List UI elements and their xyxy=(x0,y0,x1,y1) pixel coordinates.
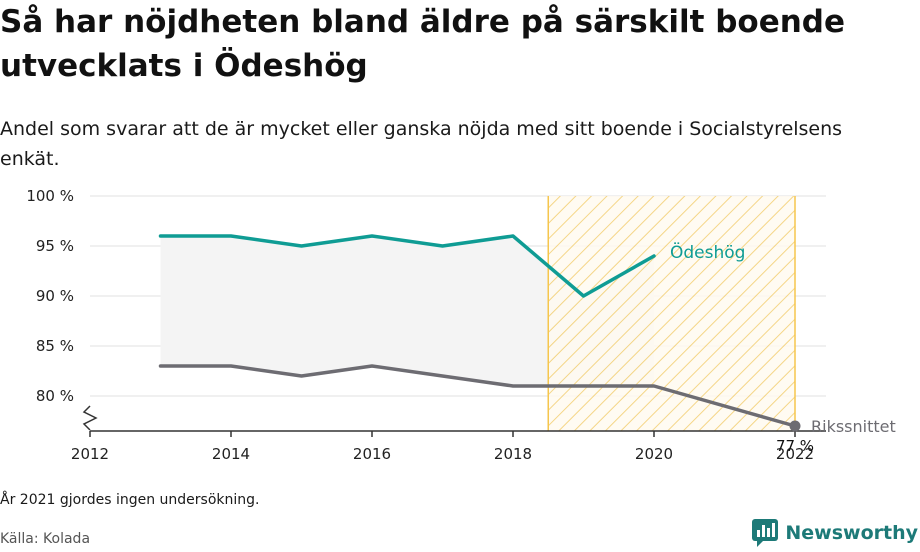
series-line-odeshog xyxy=(158,234,656,298)
line-chart: 100 % 95 % 90 % 85 % 80 % 2012 2014 2016 2018 202… xyxy=(26,187,896,463)
newsworthy-logo-icon xyxy=(752,519,779,547)
axis-break-symbol xyxy=(82,405,98,431)
y-tick-label: 85 % xyxy=(36,337,74,355)
x-tick-label: 2018 xyxy=(494,445,532,463)
series-line-rikssnittet xyxy=(158,364,797,428)
source-text: Källa: Kolada xyxy=(0,531,91,547)
hatched-period xyxy=(547,196,796,431)
hatched-area xyxy=(548,196,795,431)
end-value-label: 77 % xyxy=(776,437,814,455)
series-label-rikssnittet: Rikssnittet xyxy=(811,417,896,436)
series-end-marker-rikssnittet xyxy=(789,420,801,432)
brand-logo[interactable]: Newsworthy xyxy=(751,518,918,548)
range-band-area xyxy=(160,236,654,386)
y-tick-label: 90 % xyxy=(36,287,74,305)
range-band xyxy=(160,236,654,386)
x-tick-label: 2020 xyxy=(635,445,673,463)
x-tick-label: 2022 xyxy=(776,445,814,463)
y-tick-label: 95 % xyxy=(36,237,74,255)
chart-title: Så har nöjdheten bland äldre på särskilt… xyxy=(0,4,846,84)
y-tick-label: 100 % xyxy=(26,187,74,205)
axes: 100 % 95 % 90 % 85 % 80 % 2012 2014 2016 2018 202… xyxy=(26,187,826,463)
series-label-odeshog: Ödeshög xyxy=(670,241,745,263)
footnote: År 2021 gjordes ingen undersökning. xyxy=(0,492,260,508)
series-lines xyxy=(158,234,801,432)
brand-name: Newsworthy xyxy=(785,522,918,544)
x-tick-label: 2012 xyxy=(71,445,109,463)
x-tick-label: 2016 xyxy=(353,445,391,463)
chart-subtitle: Andel som svarar att de är mycket eller … xyxy=(0,118,843,170)
x-tick-label: 2014 xyxy=(212,445,250,463)
y-tick-label: 80 % xyxy=(36,387,74,405)
